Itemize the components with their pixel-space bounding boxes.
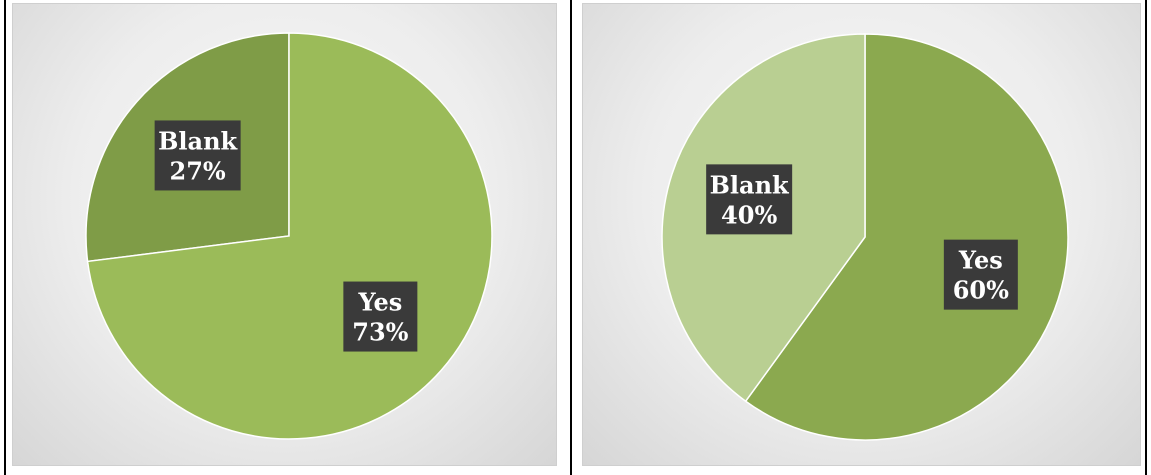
data-label-category: Yes bbox=[958, 246, 1003, 275]
data-label-category: Blank bbox=[158, 126, 238, 155]
data-label-box bbox=[706, 164, 793, 235]
data-label-percent: 27% bbox=[170, 156, 226, 185]
data-label-category: Blank bbox=[710, 170, 790, 199]
data-label-box bbox=[154, 120, 241, 191]
pie-slice-yes bbox=[744, 33, 1069, 441]
data-label-category: Yes bbox=[357, 288, 402, 317]
chart-panel-1: Blank 27% Yes 73% bbox=[12, 3, 557, 466]
data-label-percent: 73% bbox=[352, 318, 408, 347]
data-label-box bbox=[343, 281, 418, 352]
data-label-percent: 60% bbox=[953, 276, 1009, 305]
data-label-box bbox=[943, 239, 1018, 310]
chart-panel-2: Yes 60% Blank 40% bbox=[582, 3, 1141, 466]
table-border-left bbox=[4, 0, 6, 475]
table-border-right bbox=[1145, 0, 1147, 475]
data-label-percent: 40% bbox=[721, 200, 777, 229]
table-border-middle bbox=[570, 0, 572, 475]
